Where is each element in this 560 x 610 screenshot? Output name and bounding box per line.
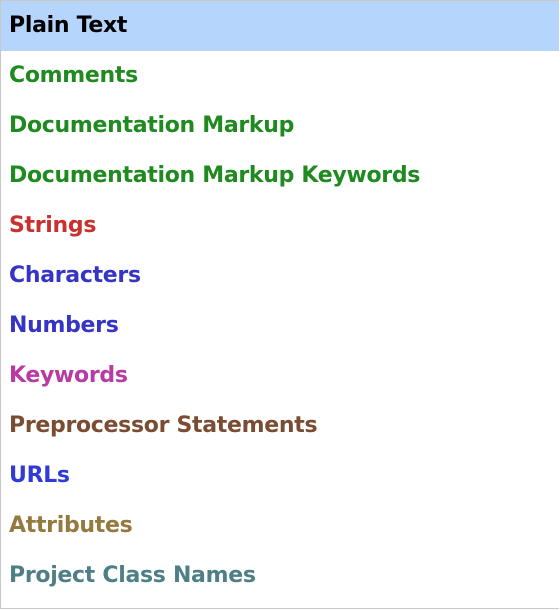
list-item-label: Plain Text [9, 13, 128, 38]
list-item-label: Attributes [9, 513, 133, 538]
list-item-numbers[interactable]: Numbers [1, 301, 559, 351]
list-item-characters[interactable]: Characters [1, 251, 559, 301]
list-item-label: URLs [9, 463, 70, 488]
list-item-comments[interactable]: Comments [1, 51, 559, 101]
list-item-plain-text[interactable]: Plain Text [1, 1, 559, 51]
list-item-documentation-markup[interactable]: Documentation Markup [1, 101, 559, 151]
list-item-keywords[interactable]: Keywords [1, 351, 559, 401]
list-item-attributes[interactable]: Attributes [1, 501, 559, 551]
list-item-label: Documentation Markup Keywords [9, 163, 421, 188]
list-item-label: Comments [9, 63, 138, 88]
list-item-label: Keywords [9, 363, 128, 388]
list-item-label: Documentation Markup [9, 113, 295, 138]
list-item-label: Project Class Names [9, 563, 256, 588]
list-item-strings[interactable]: Strings [1, 201, 559, 251]
list-item-urls[interactable]: URLs [1, 451, 559, 501]
list-item-preprocessor-statements[interactable]: Preprocessor Statements [1, 401, 559, 451]
list-item-project-class-names[interactable]: Project Class Names [1, 551, 559, 601]
list-item-label: Characters [9, 263, 141, 288]
list-item-documentation-markup-keywords[interactable]: Documentation Markup Keywords [1, 151, 559, 201]
list-item-label: Numbers [9, 313, 119, 338]
list-item-label: Strings [9, 213, 97, 238]
list-item-label: Preprocessor Statements [9, 413, 318, 438]
